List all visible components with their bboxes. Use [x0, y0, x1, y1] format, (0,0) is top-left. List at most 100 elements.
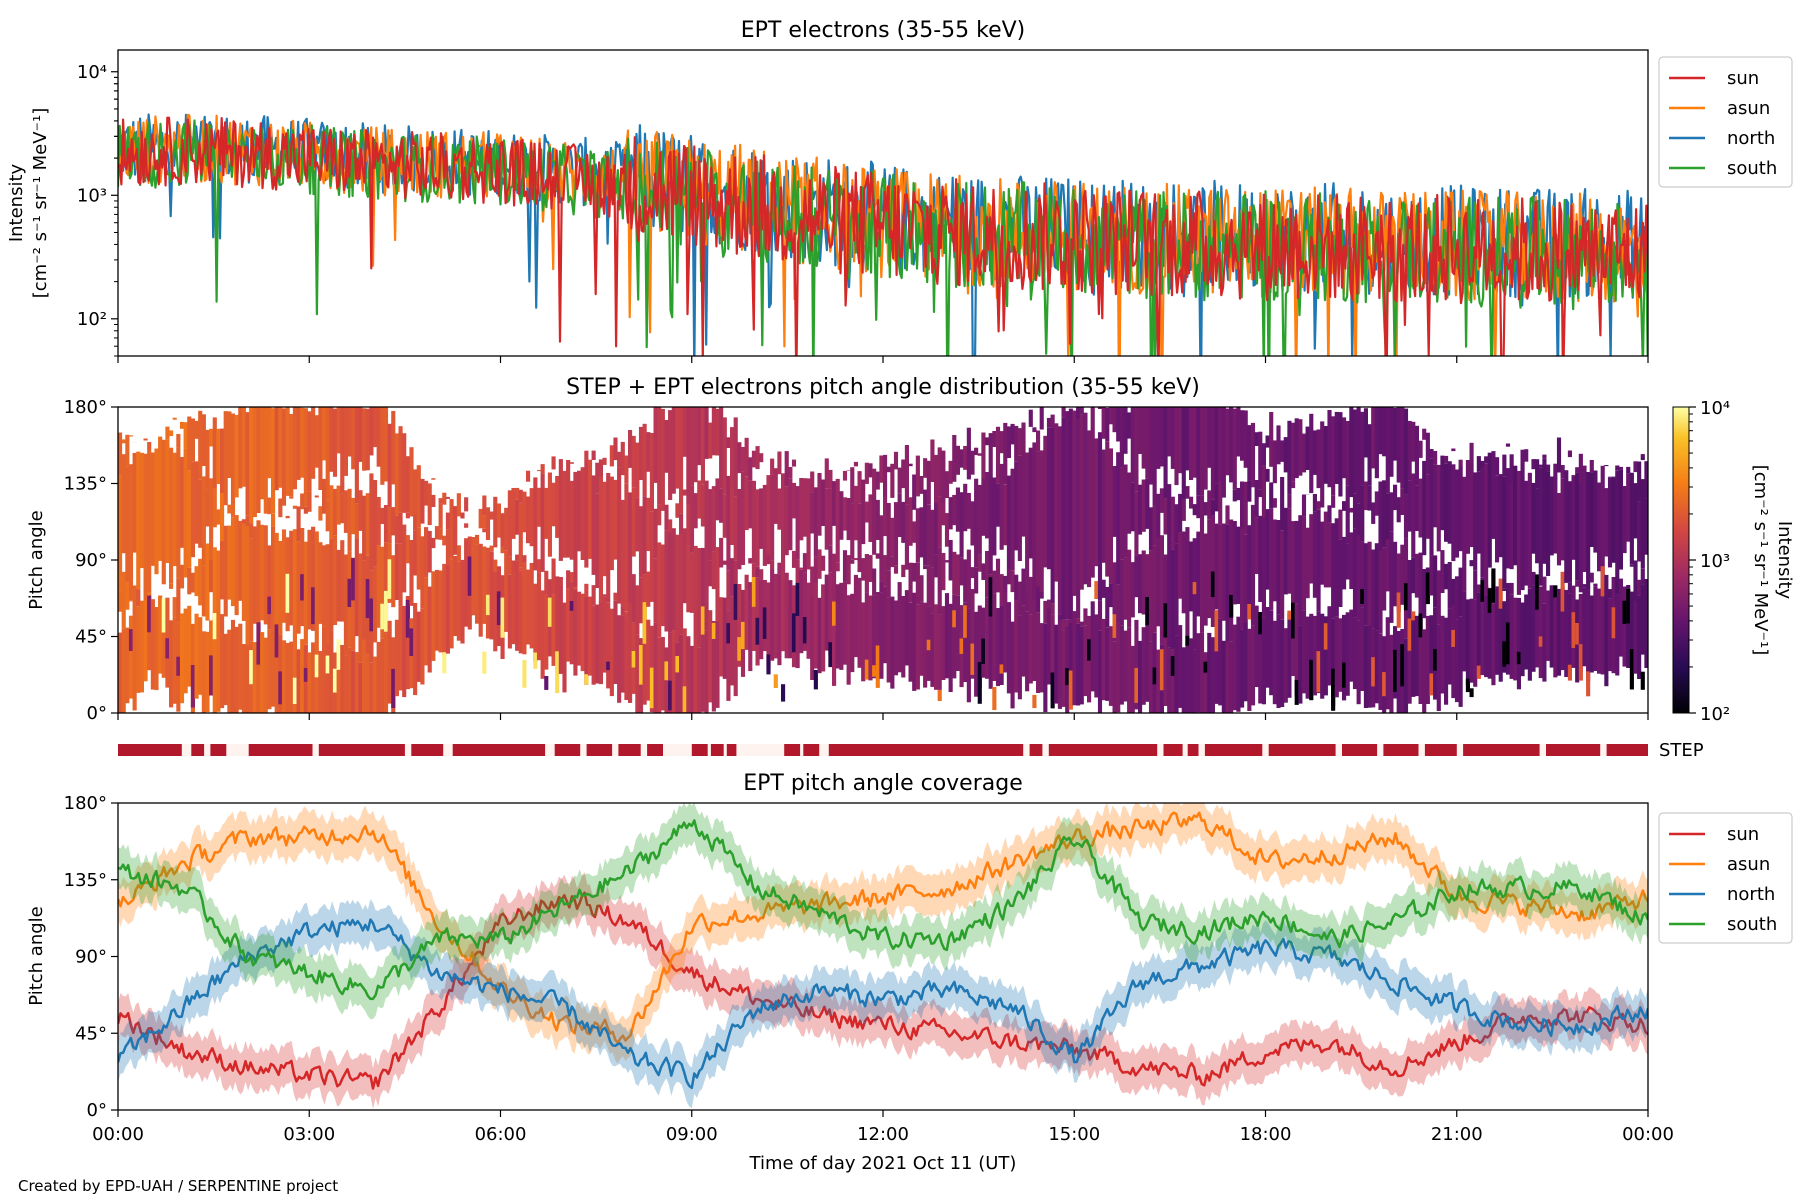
heatmap-cell	[1312, 494, 1317, 512]
heatmap-cell	[631, 574, 636, 623]
heatmap-cell	[1203, 407, 1208, 490]
heatmap-cell	[1582, 584, 1587, 588]
heatmap-cell	[1210, 637, 1215, 713]
heatmap-cell	[828, 642, 833, 668]
heatmap-cell	[1054, 423, 1059, 582]
heatmap-cell	[631, 435, 636, 488]
heatmap-cell	[1575, 472, 1580, 581]
heatmap-cell	[438, 528, 443, 540]
heatmap-cell	[591, 585, 596, 606]
heatmap-cell	[238, 527, 243, 601]
heatmap-cell	[1221, 640, 1226, 713]
heatmap-cell	[187, 470, 192, 568]
heatmap-cell	[234, 414, 239, 498]
heatmap-cell	[1520, 463, 1525, 588]
step-segment	[554, 744, 581, 756]
heatmap-cell	[1611, 477, 1616, 563]
heatmap-cell	[646, 571, 651, 607]
heatmap-cell	[522, 562, 527, 655]
heatmap-cell	[198, 410, 203, 480]
heatmap-cell	[362, 639, 367, 713]
heatmap-cell	[1444, 463, 1449, 542]
heatmap-cell	[172, 617, 177, 704]
xtick-label: 09:00	[666, 1124, 718, 1145]
heatmap-cell	[904, 445, 909, 505]
heatmap-cell	[394, 619, 399, 697]
heatmap-cell	[354, 407, 359, 504]
heatmap-cell	[212, 547, 217, 636]
heatmap-cell	[256, 520, 261, 636]
heatmap-cell	[824, 574, 829, 651]
heatmap-cell	[1145, 407, 1150, 479]
heatmap-cell	[376, 497, 381, 546]
heatmap-cell	[413, 469, 418, 515]
heatmap-cell	[263, 637, 268, 713]
heatmap-cell	[653, 508, 658, 559]
heatmap-cell	[1615, 465, 1620, 471]
heatmap-cell	[194, 461, 199, 544]
heatmap-cell	[354, 538, 359, 637]
heatmap-cell	[147, 450, 152, 593]
heatmap-cell	[937, 496, 942, 548]
heatmap-cell	[365, 408, 370, 471]
heatmap-cell	[285, 643, 290, 713]
heatmap-cell	[1232, 624, 1237, 711]
heatmap-cell	[373, 407, 378, 448]
heatmap-cell	[347, 578, 352, 607]
heatmap-cell	[726, 570, 731, 611]
heatmap-cell	[409, 540, 414, 606]
heatmap-cell	[445, 565, 450, 654]
heatmap-cell	[416, 465, 421, 519]
heatmap-cell	[1170, 549, 1175, 650]
heatmap-cell	[864, 462, 869, 484]
heatmap-cell	[963, 605, 968, 638]
heatmap-cell	[795, 582, 800, 616]
heatmap-cell	[416, 527, 421, 590]
heatmap-cell	[1283, 437, 1288, 473]
heatmap-cell	[872, 568, 877, 596]
heatmap-cell	[620, 606, 625, 616]
ytick-label: 0°	[87, 703, 107, 724]
heatmap-cell	[1491, 451, 1496, 539]
heatmap-cell	[201, 631, 206, 713]
heatmap-cell	[1196, 633, 1201, 713]
step-segment	[1606, 744, 1648, 756]
heatmap-cell	[420, 608, 425, 685]
heatmap-cell	[1050, 672, 1055, 709]
heatmap-cell	[132, 452, 137, 553]
heatmap-cell	[391, 411, 396, 485]
heatmap-cell	[1316, 429, 1321, 489]
heatmap-cell	[1393, 484, 1398, 511]
heatmap-cell	[1025, 592, 1030, 612]
heatmap-cell	[1513, 465, 1518, 566]
heatmap-cell	[1156, 537, 1161, 627]
heatmap-cell	[1403, 494, 1409, 539]
heatmap-cell	[220, 493, 225, 541]
heatmap-cell	[420, 536, 425, 609]
heatmap-cell	[992, 570, 997, 594]
heatmap-cell	[1076, 618, 1081, 624]
heatmap-cell	[405, 512, 410, 519]
heatmap-cell	[624, 483, 629, 612]
heatmap-cell	[1600, 566, 1605, 597]
heatmap-cell	[1400, 488, 1405, 515]
heatmap-cell	[485, 507, 491, 540]
heatmap-cell	[1611, 476, 1616, 478]
heatmap-cell	[620, 499, 625, 607]
heatmap-cell	[420, 478, 425, 524]
heatmap-cell	[176, 656, 181, 676]
heatmap-cell	[1185, 407, 1190, 471]
heatmap-cell	[1134, 491, 1139, 556]
heatmap-cell	[547, 472, 552, 557]
legend-label-south: south	[1727, 914, 1777, 935]
heatmap-cell	[504, 559, 509, 632]
heatmap-cell	[121, 628, 126, 713]
heatmap-cell	[1196, 495, 1201, 519]
heatmap-cell	[781, 473, 786, 571]
heatmap-cell	[1356, 620, 1361, 705]
heatmap-cell	[1622, 600, 1627, 624]
heatmap-cell	[431, 494, 436, 507]
heatmap-cell	[223, 525, 228, 617]
heatmap-cell	[1484, 463, 1489, 596]
heatmap-cell	[730, 596, 735, 686]
